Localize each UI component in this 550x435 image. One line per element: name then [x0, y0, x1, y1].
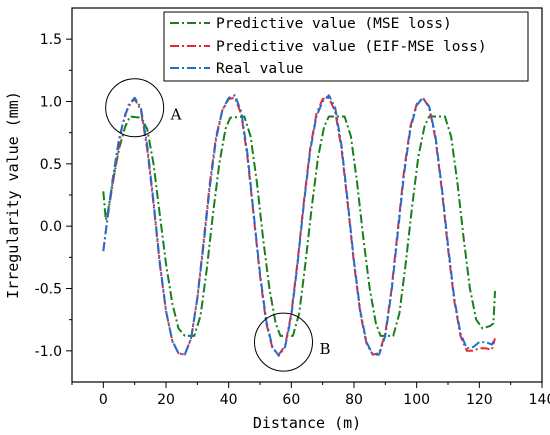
annotation-circle — [254, 312, 313, 372]
y-axis-title: Irregularity value (mm) — [4, 91, 22, 299]
series-line-2 — [102, 94, 496, 357]
annotation-circle — [105, 78, 165, 138]
x-tick-label: 40 — [220, 392, 238, 408]
x-axis-title: Distance (m) — [253, 414, 361, 432]
series-layer — [102, 94, 496, 357]
legend-box — [163, 11, 529, 82]
annotation-label: B — [320, 340, 331, 358]
y-tick-label: 0.5 — [40, 157, 62, 173]
annotation-label: A — [170, 106, 182, 124]
legend: Predictive value (MSE loss) Predictive v… — [163, 11, 529, 82]
y-tick-label: -1.0 — [35, 344, 62, 360]
x-tick-label: 60 — [282, 392, 300, 408]
y-tick-label: -0.5 — [35, 282, 62, 298]
legend-label-eif-mse: Predictive value (EIF-MSE loss) — [216, 39, 487, 55]
x-tick-label: 120 — [466, 392, 493, 408]
x-tick-label: 80 — [345, 392, 363, 408]
ticks-layer: 0 20 40 60 80 100 120 140 -1.0 -0.5 0.0 0.5 1.0 1.5 — [35, 32, 550, 408]
x-tick-label: 140 — [529, 392, 550, 408]
legend-label-mse: Predictive value (MSE loss) — [216, 16, 452, 32]
x-tick-label: 20 — [157, 392, 175, 408]
y-tick-label: 0.0 — [40, 219, 62, 235]
annotation-layer: AB — [105, 78, 331, 372]
x-tick-label: 100 — [403, 392, 430, 408]
y-tick-label: 1.0 — [40, 95, 62, 111]
x-tick-label: 0 — [99, 392, 108, 408]
y-tick-label: 1.5 — [40, 32, 62, 48]
legend-label-real: Real value — [216, 61, 303, 77]
